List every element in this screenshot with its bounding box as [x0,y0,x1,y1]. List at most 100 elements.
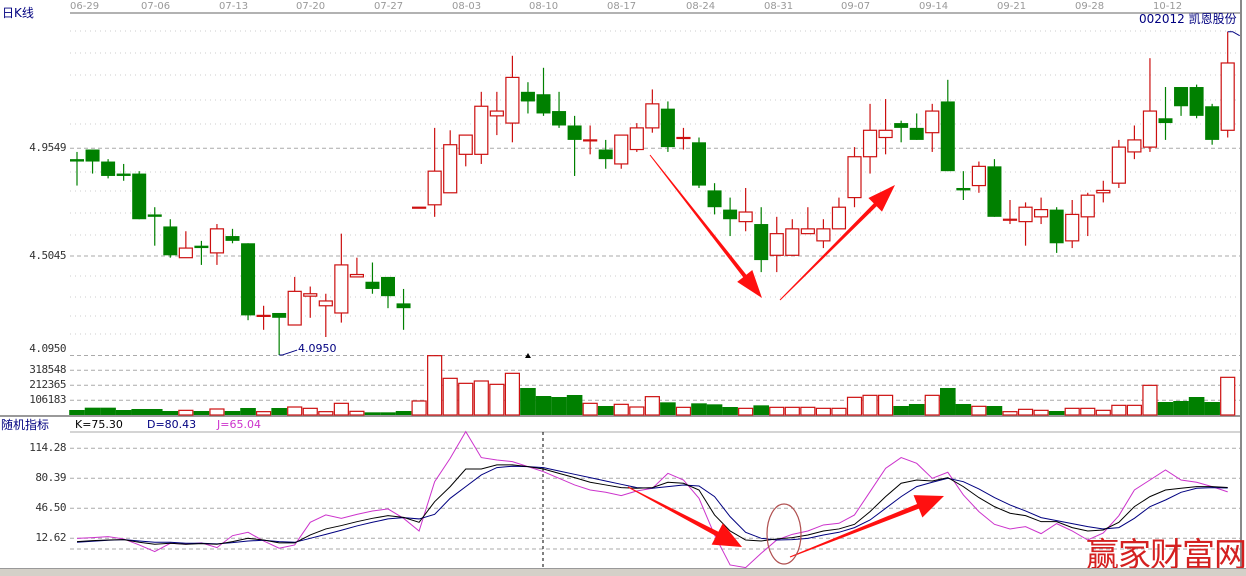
candle-body [894,123,909,128]
candle [334,233,349,323]
candle-body [396,303,411,309]
candle-body [116,173,131,176]
candle-body [1127,139,1142,153]
volume-bar [629,406,645,416]
candle-body [1018,206,1033,223]
date-tick: 07-20 [296,1,326,12]
stock-label: 002012 凯恩股份 [1139,12,1237,26]
volume-bar [1033,409,1049,416]
annotations [627,154,944,565]
candle [925,103,940,152]
volume-bar [908,403,925,415]
volume-bar [115,409,132,415]
volume-bar [955,403,972,415]
price-tick: 4.5045 [29,249,66,262]
candle [225,228,240,244]
candle [971,161,987,193]
high-marker-line [1227,31,1240,37]
volume-bar [800,406,816,416]
volume-bar [302,407,318,416]
candle [629,123,644,152]
volume-bar [271,407,287,415]
candle-body [614,134,629,165]
volume-bar [1220,376,1236,416]
candle-body [412,206,427,209]
candle [489,91,504,136]
candle-body [334,264,349,314]
volume-bar [256,411,272,416]
candle [101,159,116,179]
candle-body [349,273,364,278]
candle-body [862,129,878,158]
candle-body [241,243,256,316]
candle [505,55,520,143]
candle [552,91,567,128]
candle-body [925,110,940,134]
candle-body [225,236,240,241]
candle-body [85,149,100,162]
candle-body [474,105,489,155]
volume-bar [1142,384,1158,416]
candle [1018,202,1033,246]
candle [816,219,831,249]
candle [1033,197,1049,225]
volume-bar [349,410,365,416]
volume-bar [877,394,894,416]
candle [723,197,738,237]
candle [132,171,147,220]
candle-body [583,139,598,142]
volume-bar [660,402,676,415]
volume-bar [193,411,210,415]
date-tick: 07-06 [141,1,171,12]
candle [1080,192,1095,237]
candle-body [847,156,862,199]
candle-body [318,300,333,307]
candle [567,115,582,176]
candle [940,79,955,172]
candle-body [956,187,971,191]
candle-body [831,206,847,230]
candle-body [1189,87,1204,116]
volume-bar [738,407,754,416]
candle-body [660,108,675,148]
volume-bar [551,397,567,415]
volume-bar [473,380,489,416]
candle [1174,87,1189,116]
candle-body [567,125,582,140]
candle-body [458,134,473,155]
candle [894,120,909,143]
volume-bar [489,383,505,416]
volume-bar [224,411,241,415]
period-label: 日K线 [2,6,34,20]
candle [116,163,131,181]
volume-bar [986,406,1003,415]
marker-triangle-icon [525,353,531,358]
volume-bar [815,407,832,416]
up-arrow-icon [779,185,895,301]
candle-body [1096,189,1111,194]
volume-bar [442,377,458,416]
volume-bar [520,387,536,415]
price-tick: 4.0950 [29,342,66,355]
candle [1111,139,1126,188]
candle-body [101,161,116,176]
candle-body [1111,146,1126,184]
candle-body [676,136,691,140]
candle [70,151,84,186]
candle-body [287,290,302,326]
candle [1220,31,1235,138]
candle-body [132,173,147,220]
candle-body [1065,213,1080,242]
low-marker-line [279,349,298,356]
candle [85,149,100,174]
kdj-title: 随机指标 [1,418,50,432]
candle [412,206,427,209]
candle-body [1002,218,1018,221]
date-tick: 08-31 [764,1,794,12]
volume-bar [597,406,614,415]
volume-bar [1048,411,1065,415]
candle [847,147,862,208]
